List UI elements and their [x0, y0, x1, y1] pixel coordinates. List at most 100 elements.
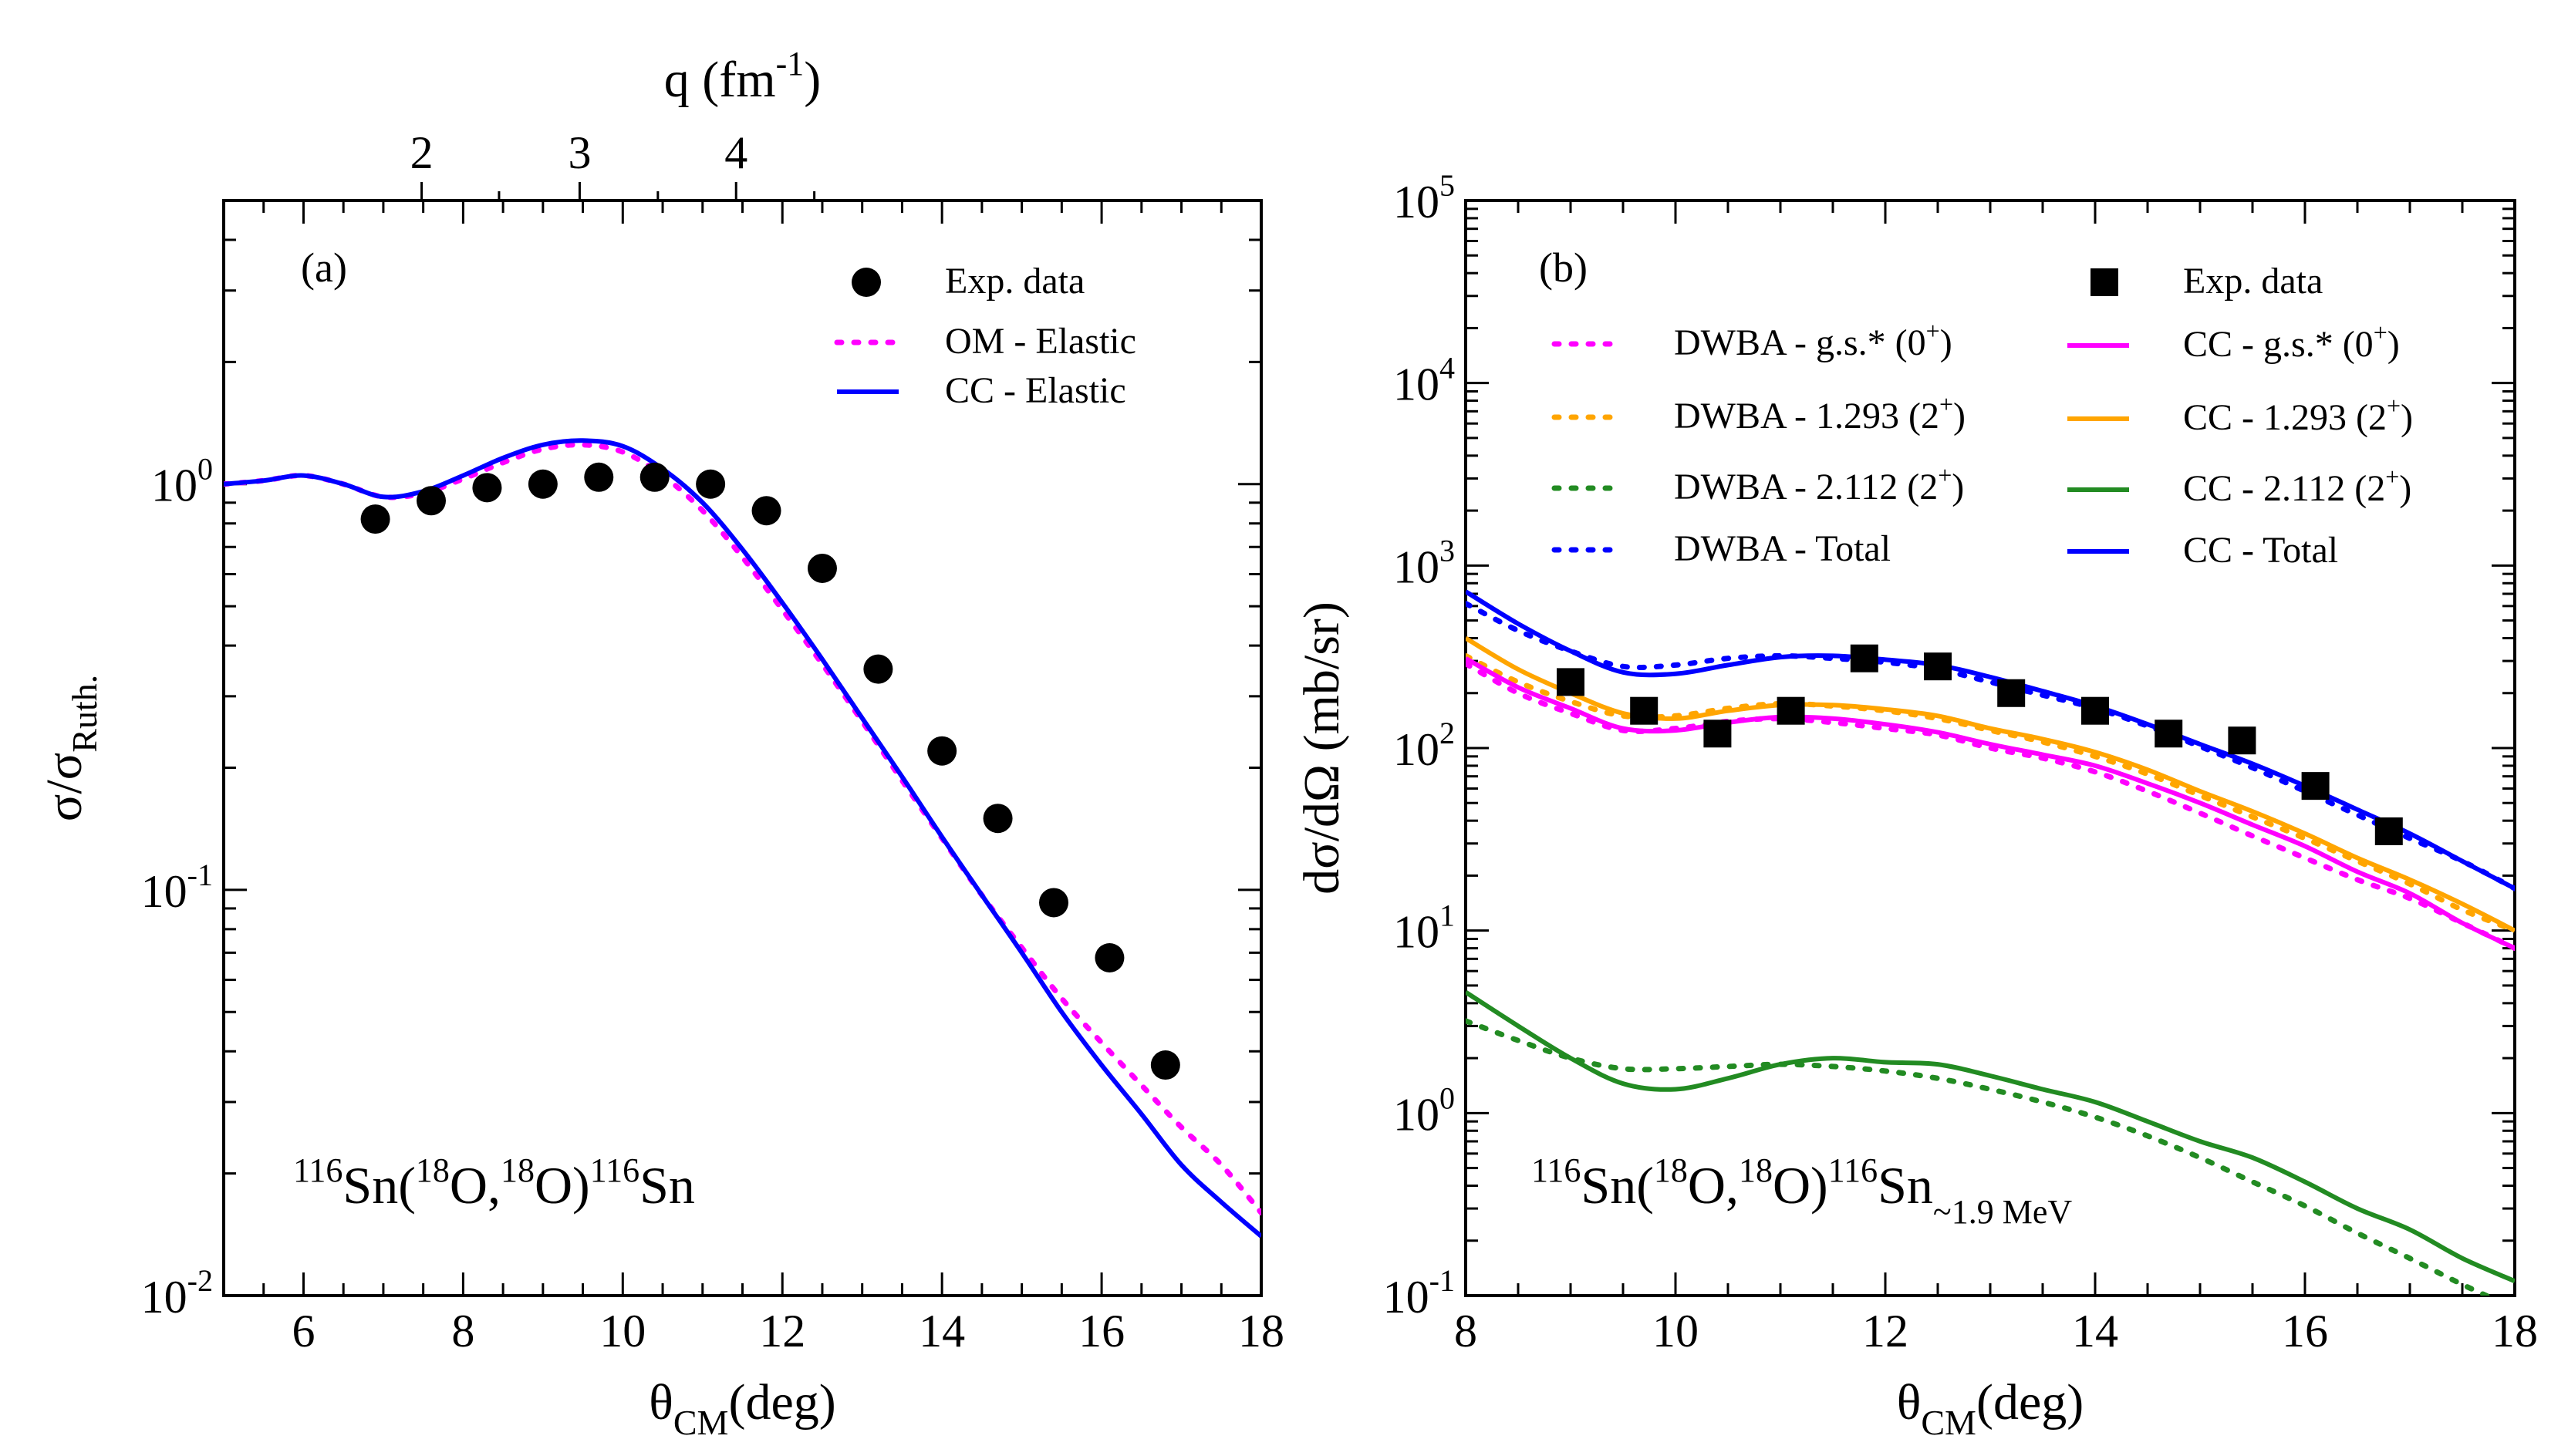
series-line-cc-elastic: [224, 438, 1261, 1239]
legend-text: CC - 2.112 (2: [2183, 468, 2385, 509]
data-point: [863, 654, 893, 684]
y-tick-label: 10-1: [141, 858, 213, 917]
reaction-sub-energy: ~1.9 MeV: [1933, 1193, 2072, 1231]
legend-text: DWBA - Total: [1674, 528, 1891, 569]
data-point: [2301, 772, 2330, 800]
y-tick-label: 102: [1393, 716, 1455, 775]
y-tick-exponent: -1: [1429, 1263, 1455, 1298]
data-point: [1557, 668, 1584, 696]
legend-text: DWBA - 2.112 (2: [1674, 467, 1938, 507]
y-tick-base: 10: [1393, 724, 1439, 775]
plot-frame: [222, 199, 1263, 1297]
y-tick-label: 100: [151, 452, 213, 511]
data-point: [1630, 696, 1659, 725]
top-axis-tick-label: 3: [568, 127, 591, 178]
reaction-label: 116Sn(18O,18O)116Sn~1.9 MeV: [1531, 1151, 2072, 1231]
x-tick-label: 6: [292, 1306, 315, 1357]
data-point: [1997, 679, 2026, 707]
mass-number: 116: [293, 1151, 343, 1189]
legend-text: DWBA - g.s.* (0: [1674, 322, 1926, 363]
y-tick-label: 104: [1393, 351, 1455, 410]
y-tick-base: 10: [151, 460, 197, 511]
legend-superscript: +: [1938, 461, 1952, 489]
legend-label: Exp. data: [2183, 261, 2323, 302]
y-tick-base: 10: [1393, 177, 1439, 228]
x-tick-label: 10: [599, 1306, 646, 1357]
x-axis-label: θCM(deg): [649, 1374, 835, 1442]
x-axis-label-symbol: θ: [649, 1374, 673, 1431]
data-point: [2155, 720, 2183, 748]
data-point: [584, 462, 614, 492]
legend-text: CC - 1.293 (2: [2183, 397, 2387, 438]
y-tick-exponent: 0: [1439, 1080, 1455, 1115]
legend-label: OM - Elastic: [945, 321, 1136, 362]
series-line-dwba-1-293-2: [1466, 652, 2515, 934]
mass-number: 116: [1828, 1151, 1878, 1189]
y-tick-label: 105: [1393, 168, 1455, 228]
y-axis-label-sub: Ruth.: [65, 675, 104, 753]
x-axis-label-sub: CM: [1921, 1403, 1976, 1442]
mass-number: 18: [501, 1151, 535, 1189]
reaction-text: O): [535, 1156, 590, 1215]
y-tick-exponent: 4: [1439, 351, 1455, 386]
y-tick-exponent: 5: [1439, 168, 1455, 203]
x-tick-label: 16: [2282, 1306, 2328, 1357]
mass-number: 116: [590, 1151, 639, 1189]
top-axis-tick-label: 4: [724, 127, 747, 178]
data-point: [1850, 644, 1878, 672]
legend-superscript: +: [2387, 392, 2401, 420]
panel-label: (b): [1539, 244, 1588, 291]
y-axis-label-text: σ/σ: [36, 753, 93, 822]
series-line-dwba-total: [1466, 601, 2515, 891]
reaction-label: 116Sn(18O,18O)116Sn: [293, 1151, 695, 1215]
series-line-cc-g-s-0: [1466, 656, 2515, 951]
mass-number: 18: [1654, 1151, 1688, 1189]
y-tick-label: 103: [1393, 533, 1455, 592]
series-line-dwba-g-s-0: [1466, 661, 2515, 952]
x-tick-label: 18: [2492, 1306, 2538, 1357]
y-tick-base: 10: [1383, 1272, 1429, 1323]
data-point: [1703, 720, 1732, 748]
y-tick-exponent: 1: [1439, 898, 1455, 933]
x-tick-label: 14: [2072, 1306, 2118, 1357]
legend-label: CC - g.s.* (0+): [2183, 318, 2400, 365]
y-tick-label: 101: [1393, 898, 1455, 958]
data-point: [1150, 1050, 1180, 1080]
x-axis-label-unit: (deg): [728, 1374, 835, 1431]
data-point: [1924, 652, 1952, 681]
data-point: [472, 473, 502, 503]
top-axis-tick-label: 2: [410, 127, 434, 178]
legend-label: CC - 1.293 (2+): [2183, 392, 2413, 438]
x-tick-label: 18: [1238, 1306, 1284, 1357]
legend-text-end: ): [2401, 397, 2413, 438]
reaction-text: O,: [1688, 1156, 1739, 1215]
legend-superscript: +: [1926, 317, 1940, 345]
x-tick-label: 14: [919, 1306, 965, 1357]
reaction-text: Sn: [639, 1156, 695, 1215]
data-point: [927, 736, 957, 766]
legend-label: Exp. data: [945, 261, 1085, 302]
x-tick-label: 12: [1862, 1306, 1908, 1357]
x-axis-label-symbol: θ: [1897, 1374, 1922, 1431]
data-point: [807, 553, 837, 583]
top-axis-label-sup: -1: [776, 45, 805, 83]
panel-b: 8 10 12 14 16 1810-1100101102103104105θCM(deg…: [1294, 168, 2538, 1442]
legend-text: CC - g.s.* (0: [2183, 324, 2374, 365]
data-point: [639, 462, 670, 492]
legend-text: CC - Elastic: [945, 370, 1126, 411]
data-point: [528, 469, 558, 499]
x-tick-label: 16: [1078, 1306, 1125, 1357]
x-tick-label: 8: [1454, 1306, 1477, 1357]
data-point: [1095, 942, 1125, 972]
data-point: [2081, 696, 2109, 725]
legend-label: CC - Elastic: [945, 370, 1126, 411]
legend-superscript: +: [2374, 318, 2387, 346]
x-axis-label-unit: (deg): [1976, 1374, 2084, 1431]
series-line-cc-total: [1466, 589, 2515, 891]
mass-number: 116: [1531, 1151, 1581, 1189]
y-tick-base: 10: [141, 1272, 187, 1323]
y-tick-base: 10: [1393, 359, 1439, 410]
y-tick-base: 10: [141, 866, 187, 917]
data-point: [1039, 888, 1068, 918]
